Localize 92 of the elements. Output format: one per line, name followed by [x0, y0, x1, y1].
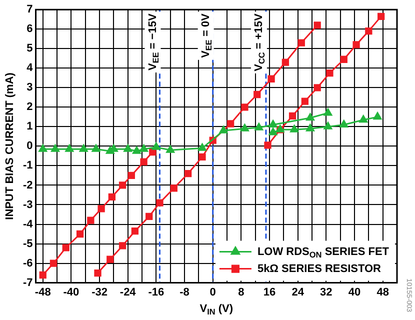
- ref-line-label: VCC = +15V: [253, 12, 267, 72]
- y-tick-label: 1: [26, 120, 33, 133]
- point: [132, 146, 141, 154]
- point: [128, 172, 135, 180]
- point: [254, 122, 264, 130]
- point: [65, 144, 74, 152]
- x-tick-label: 0: [210, 286, 216, 298]
- point: [314, 22, 321, 29]
- point: [226, 120, 234, 128]
- point: [106, 256, 114, 263]
- y-tick-label: 7: [26, 4, 33, 16]
- point: [198, 143, 206, 151]
- x-tick-label: -16: [148, 286, 164, 298]
- point: [62, 244, 70, 252]
- point: [314, 84, 321, 92]
- point: [38, 144, 48, 152]
- x-tick-label: -40: [63, 286, 80, 298]
- point: [140, 158, 148, 166]
- x-tick-label: -32: [92, 286, 108, 298]
- x-tick-label: 24: [292, 286, 305, 298]
- y-tick-label: 6: [26, 23, 33, 36]
- y-tick-label: 2: [26, 101, 33, 114]
- point: [39, 271, 46, 279]
- y-tick-label: 3: [26, 82, 33, 94]
- point: [352, 41, 360, 48]
- point: [254, 90, 261, 98]
- point: [301, 98, 309, 105]
- x-tick-label: 16: [263, 286, 276, 298]
- point: [326, 69, 334, 77]
- point: [131, 228, 139, 235]
- y-tick-label: -3: [23, 198, 33, 211]
- point: [264, 142, 272, 149]
- point: [170, 184, 178, 192]
- point: [50, 260, 58, 267]
- x-tick-label: 8: [238, 286, 244, 298]
- point: [92, 144, 100, 152]
- point: [79, 144, 88, 152]
- x-tick-label: -24: [120, 286, 137, 298]
- point: [268, 120, 278, 128]
- point: [240, 124, 249, 132]
- y-tick-label: -2: [23, 179, 33, 192]
- point: [288, 112, 296, 120]
- x-tick-label: -48: [34, 286, 51, 298]
- x-tick-label: 40: [348, 286, 361, 298]
- point: [156, 199, 164, 206]
- y-tick-label: 4: [26, 62, 34, 74]
- point: [340, 120, 348, 128]
- x-tick-label: 48: [376, 286, 389, 298]
- point: [140, 144, 148, 152]
- y-tick-label: -4: [23, 218, 34, 230]
- point: [290, 124, 299, 132]
- point: [282, 58, 290, 66]
- point: [118, 242, 126, 250]
- y-tick-label: -7: [23, 276, 33, 289]
- point: [268, 128, 278, 136]
- ref-line-label: VEE = 0V: [200, 12, 214, 58]
- point: [184, 170, 192, 178]
- point: [198, 153, 206, 161]
- point: [268, 75, 275, 82]
- y-tick-label: 5: [26, 42, 33, 55]
- y-tick-label: -6: [23, 257, 33, 270]
- point: [108, 193, 116, 201]
- legend-label: 5kΩ SERIES RESISTOR: [257, 262, 382, 275]
- y-tick-label: -1: [23, 160, 33, 172]
- point: [152, 142, 160, 150]
- x-tick-label: -8: [180, 286, 190, 298]
- y-tick-label: 0: [26, 140, 33, 152]
- point: [359, 115, 368, 123]
- point: [377, 12, 385, 20]
- point: [306, 113, 314, 121]
- point: [298, 39, 305, 46]
- point: [241, 104, 248, 111]
- point: [166, 145, 175, 153]
- point: [124, 144, 132, 152]
- ref-line-label: VEE = −15V: [146, 12, 160, 70]
- point: [118, 182, 126, 189]
- point: [146, 212, 153, 220]
- point: [219, 126, 228, 134]
- point: [324, 122, 332, 130]
- point: [94, 269, 102, 277]
- point: [340, 56, 348, 63]
- point: [98, 205, 105, 212]
- point: [87, 216, 94, 224]
- point: [324, 108, 332, 116]
- y-tick-label: -5: [23, 238, 33, 250]
- point: [306, 124, 314, 132]
- point: [76, 230, 84, 238]
- y-axis-title: INPUT BIAS CURRENT (mA): [4, 72, 16, 220]
- point: [51, 144, 60, 152]
- point: [365, 27, 372, 35]
- point: [373, 112, 382, 120]
- x-tick-label: 32: [320, 286, 332, 298]
